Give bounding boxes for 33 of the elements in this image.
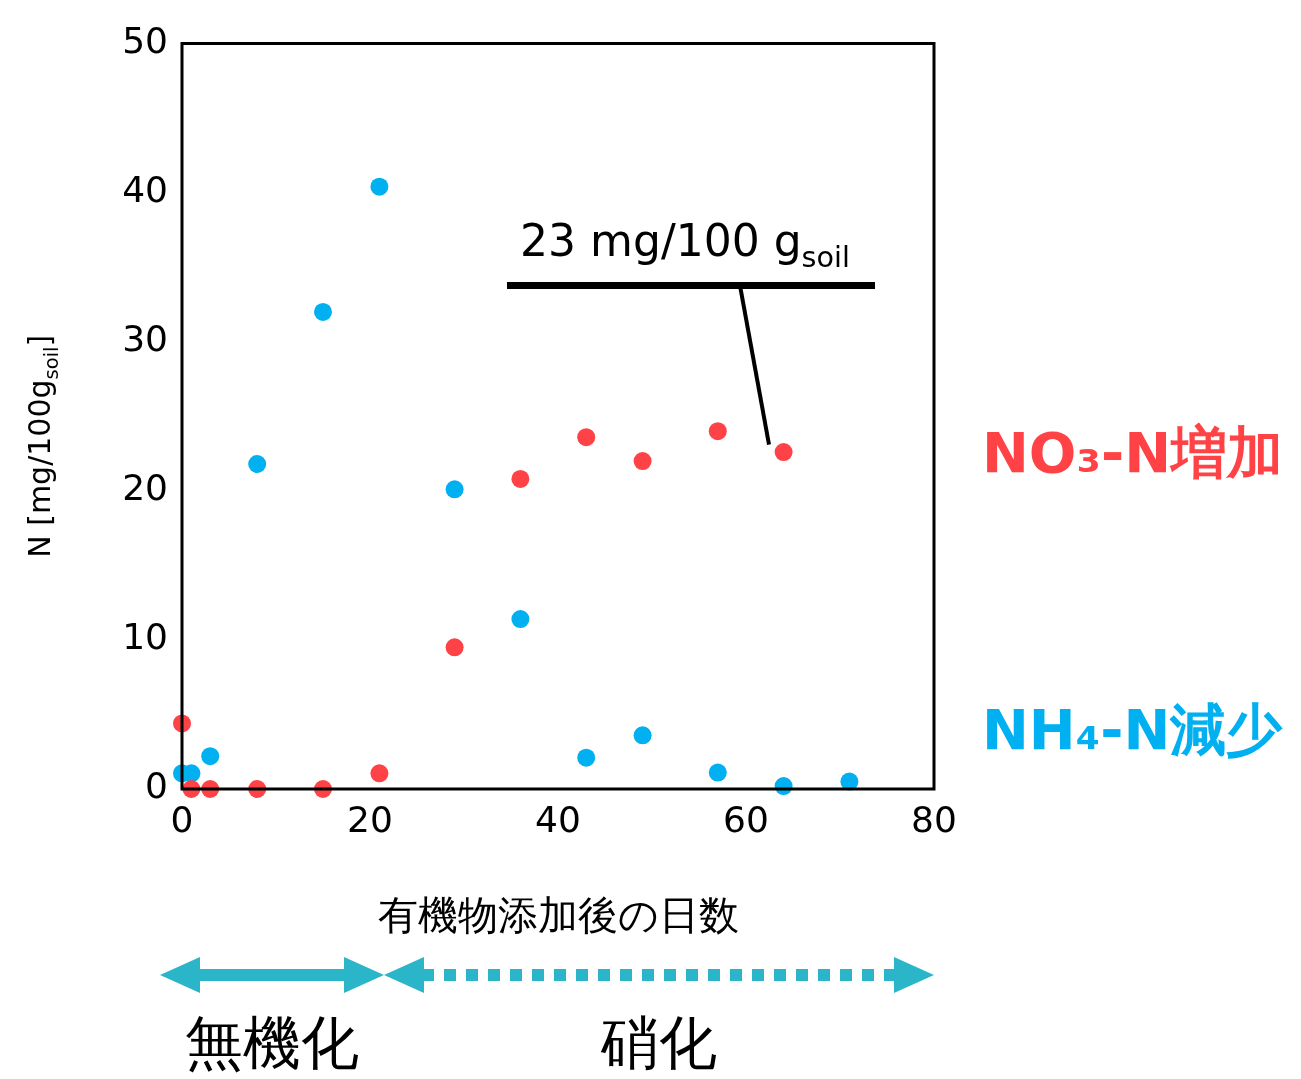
y-tick-label: 0 — [145, 765, 168, 807]
text: 無機化 — [184, 1009, 360, 1077]
point — [708, 422, 727, 441]
point — [248, 455, 267, 474]
x-tick-label: 0 — [170, 798, 194, 840]
x-tick-label: 40 — [535, 798, 581, 840]
x-tick-label: 20 — [347, 798, 393, 840]
y-axis-title: N [mg/100gsoil] — [22, 334, 63, 558]
point — [445, 480, 464, 499]
point — [577, 428, 596, 447]
y-tick-label: 40 — [122, 169, 168, 211]
point — [370, 177, 389, 196]
text: NO₃-N増加 — [982, 420, 1284, 486]
point — [633, 452, 652, 471]
point — [445, 638, 464, 657]
y-tick-label: 30 — [122, 318, 168, 360]
point — [370, 764, 389, 783]
point — [774, 443, 793, 462]
point — [577, 748, 596, 767]
point — [633, 726, 652, 745]
text: NH₄-N減少 — [982, 697, 1284, 762]
point — [314, 302, 332, 321]
text: 硝化 — [600, 1009, 718, 1077]
y-tick-label: 50 — [122, 19, 168, 61]
point — [511, 469, 530, 488]
y-tick-label: 20 — [122, 467, 168, 509]
point — [708, 763, 727, 782]
y-tick-label: 10 — [122, 616, 168, 658]
x-tick-label: 80 — [911, 798, 957, 840]
point — [201, 747, 220, 766]
x-axis-title: 有機物添加後の日数 — [377, 892, 739, 938]
x-tick-label: 60 — [723, 798, 769, 840]
point — [511, 610, 530, 629]
